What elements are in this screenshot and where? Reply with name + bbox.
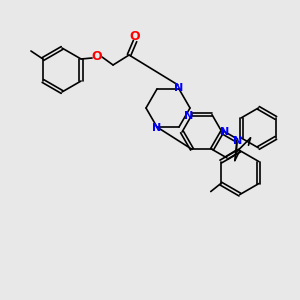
Text: O: O [130,29,140,43]
Text: N: N [184,111,194,121]
Text: N: N [233,136,242,146]
Text: N: N [152,123,162,133]
Text: O: O [92,50,102,64]
Text: N: N [220,127,230,137]
Text: N: N [174,83,184,93]
